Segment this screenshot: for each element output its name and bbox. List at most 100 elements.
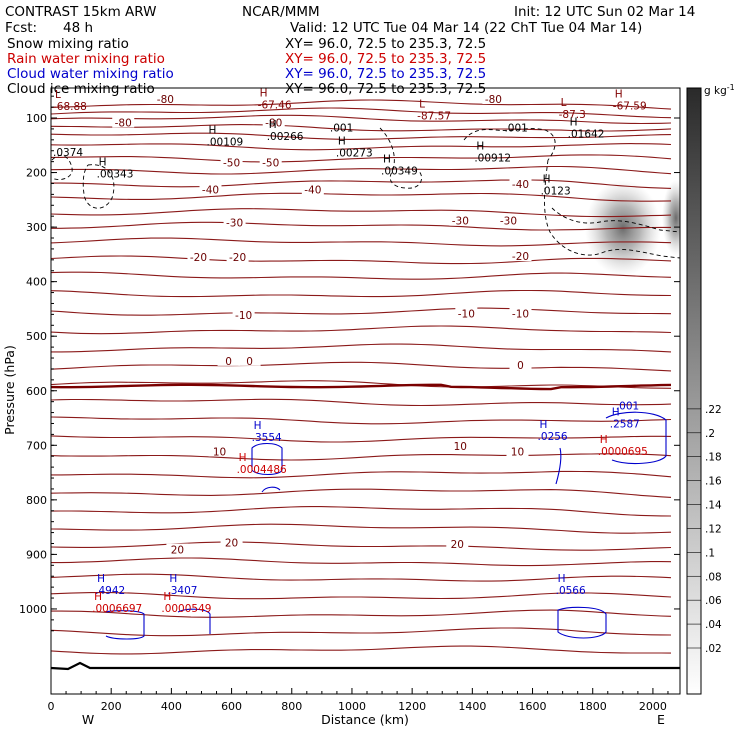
contour-label-bg [220, 536, 243, 548]
isotherm-line [51, 271, 672, 280]
field-snow-xy: XY= 96.0, 72.5 to 235.3, 72.5 [285, 36, 486, 52]
cloud-ice-contours [51, 127, 680, 259]
isotherm-line [51, 541, 672, 551]
extremum-value: .00349 [381, 165, 418, 177]
isotherm-line [51, 506, 672, 517]
y-tick-label: 300 [26, 221, 47, 234]
extremum-value: .00273 [336, 147, 373, 159]
extremum-value: .001 [504, 122, 527, 134]
west-label: W [82, 712, 94, 727]
extremum-value: .00343 [97, 169, 134, 181]
valid-time: Valid: 12 UTC Tue 04 Mar 14 (22 ChT Tue … [290, 20, 642, 36]
extremum-marker: H [612, 406, 620, 418]
isotherm-line [51, 143, 672, 151]
extremum-value: -87.3 [559, 109, 586, 121]
temperature-contour-label: -10 [512, 308, 529, 320]
temperature-contour-label: 20 [225, 537, 238, 549]
extremum-marker: H [600, 434, 608, 446]
y-tick-label: 700 [26, 439, 47, 452]
contour-label-bg [208, 445, 231, 457]
contour-label-bg [238, 354, 261, 366]
colorbar-tick-label: .1 [705, 547, 715, 559]
contour-label-bg [497, 214, 520, 226]
isotherm-line [51, 255, 672, 265]
isotherm-line [51, 208, 672, 218]
x-tick-label: 2000 [639, 700, 667, 713]
colorbar-tick-label: .22 [705, 404, 722, 416]
extremum-value: .00912 [474, 152, 511, 164]
isotherm-line [51, 114, 672, 125]
isotherm-line [51, 416, 672, 425]
cloud-ice-contour [82, 164, 115, 209]
x-tick-label: 800 [281, 700, 302, 713]
extremum-value: .0374 [53, 147, 83, 159]
contour-label-bg [259, 156, 282, 168]
contour-label-bg [455, 307, 478, 319]
x-tick-label: 1200 [398, 700, 426, 713]
cloud-water-contour [555, 447, 562, 485]
temperature-contour-label: -40 [304, 185, 321, 197]
y-tick-label: 800 [26, 494, 47, 507]
temperature-contour-label: -30 [452, 216, 469, 228]
x-tick-label: 1800 [579, 700, 607, 713]
colorbar-tick-label: .02 [705, 643, 722, 655]
contour-label-bg [154, 92, 177, 104]
extremum-value: .01642 [568, 128, 605, 140]
contour-label-bg [220, 156, 243, 168]
contour-label-bg [482, 92, 505, 104]
contour-label-bg [509, 250, 532, 262]
x-tick-label: 1600 [519, 700, 547, 713]
cloud-ice-contour [551, 207, 680, 233]
temperature-contour-label: -40 [202, 185, 219, 197]
plot-frame [50, 87, 681, 695]
temperature-contour-label: -10 [235, 310, 252, 322]
contour-label-bg [446, 538, 469, 550]
temperature-contour-label: -80 [115, 117, 132, 129]
contour-label-bg [232, 309, 255, 321]
temperature-contour-label: -80 [265, 117, 282, 129]
x-axis-title: Distance (km) [321, 712, 409, 727]
cloud-ice-contour [463, 128, 556, 161]
colorbar-tick-label: .2 [705, 428, 715, 440]
contour-label-bg [187, 251, 210, 263]
isotherm-line [51, 557, 672, 567]
cloud-ice-contour [544, 159, 680, 259]
contour-label-bg [509, 307, 532, 319]
y-tick-label: 900 [26, 548, 47, 561]
isotherm-line [51, 523, 672, 534]
isotherm-line [51, 99, 672, 110]
isotherm-line [51, 107, 672, 119]
temperature-contour-label: 0 [246, 356, 253, 368]
extremum-marker: L [561, 97, 567, 109]
extremum-value: -68.88 [53, 101, 87, 113]
extremum-value: .001 [330, 122, 353, 134]
extremum-marker: H [338, 135, 346, 147]
isotherm-line [51, 307, 672, 316]
terrain-line [51, 661, 680, 671]
cloud-water-contour [177, 608, 211, 634]
extremum-value: -87.57 [417, 110, 451, 122]
temperature-contour-label: 10 [213, 446, 226, 458]
isotherm-line [51, 380, 672, 389]
y-tick-label: 1000 [19, 603, 47, 616]
field-cloudice-name: Cloud ice mixing ratio [7, 81, 155, 97]
extremum-value: .2587 [610, 418, 640, 430]
y-tick-label: 200 [26, 167, 47, 180]
y-tick-label: 600 [26, 385, 47, 398]
temperature-contour-label: 0 [225, 356, 232, 368]
temperature-contour-label: -50 [223, 157, 240, 169]
x-tick-label: 1000 [338, 700, 366, 713]
cloud-ice-contour [379, 127, 422, 189]
field-cloudice-xy: XY= 96.0, 72.5 to 235.3, 72.5 [285, 81, 486, 97]
isotherm-line [51, 453, 672, 461]
extremum-value: .3554 [252, 432, 282, 444]
temperature-contour-label: -40 [512, 179, 529, 191]
colorbar-unit: g kg-1 [704, 83, 735, 97]
contour-label-bg [112, 116, 135, 128]
contour-label-bg [449, 214, 472, 226]
extremum-marker: H [254, 420, 262, 432]
temperature-contour-label: 10 [511, 446, 524, 458]
contour-label-bg [226, 251, 249, 263]
east-label: E [657, 712, 665, 727]
isotherm-line [51, 645, 672, 655]
